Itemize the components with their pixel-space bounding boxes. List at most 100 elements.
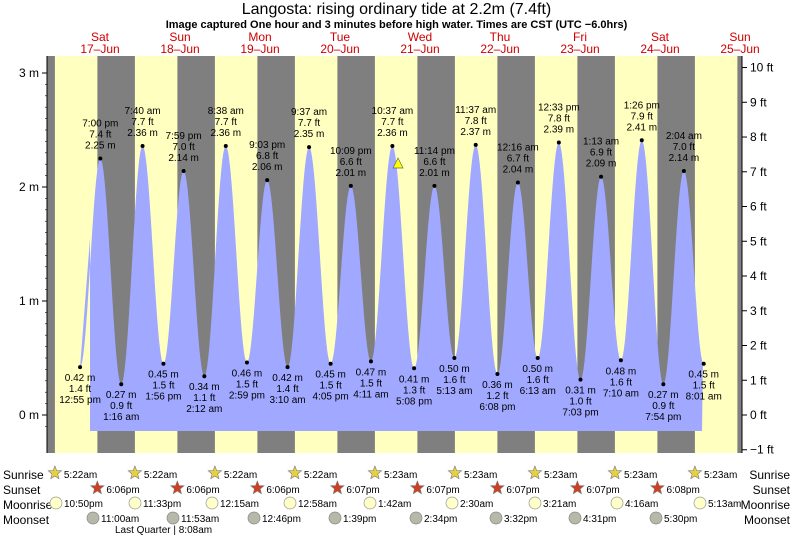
moonrise-icon	[445, 496, 459, 510]
tide-time-label: 9:37 am	[291, 107, 327, 118]
tide-point-high	[473, 142, 478, 147]
sunrise-icon	[607, 465, 623, 480]
right-tick-label: 8 ft	[750, 130, 767, 144]
tide-m-label: 0.42 m	[65, 373, 96, 384]
sunrise-time: 5:23am	[704, 470, 737, 481]
sunset-time: 6:06pm	[186, 485, 219, 496]
right-tick-label: 0 ft	[750, 408, 767, 422]
moonrise-time: 10:50pm	[64, 499, 103, 510]
tide-point-high	[223, 143, 228, 148]
moonset-time: 4:31pm	[583, 514, 616, 525]
tide-point-high	[599, 174, 604, 179]
tide-ft-label: 1.6 ft	[527, 375, 549, 386]
sunset-time: 6:08pm	[666, 485, 699, 496]
tide-time-label: 8:01 am	[686, 392, 722, 403]
left-tick-label: 3 m	[19, 66, 39, 80]
tide-time-label: 3:10 am	[269, 395, 305, 406]
tide-time-label: 7:59 pm	[166, 131, 202, 142]
right-tick-label: 7 ft	[750, 165, 767, 179]
date-label: 18–Jun	[160, 42, 199, 56]
moonrise-icon	[363, 496, 377, 510]
moonset-icon	[568, 511, 582, 525]
tide-point-high	[140, 143, 145, 148]
moonset-row-label-right: Moonset	[744, 513, 791, 527]
sunset-row-label-left: Sunset	[3, 483, 41, 497]
tide-ft-label: 1.6 ft	[610, 377, 632, 388]
sunrise-icon	[47, 465, 63, 480]
tide-m-label: 2.36 m	[210, 128, 241, 139]
tide-point-low	[661, 382, 666, 387]
chart-subtitle: Image captured One hour and 3 minutes be…	[165, 19, 628, 31]
tide-ft-label: 1.5 ft	[360, 378, 382, 389]
moonset-time: 1:39pm	[343, 514, 376, 525]
tide-point-low	[701, 361, 706, 366]
tide-m-label: 0.36 m	[482, 380, 513, 391]
tide-point-high	[348, 183, 353, 188]
tide-time-label: 2:12 am	[186, 404, 222, 415]
sunrise-row-label-right: Sunrise	[749, 468, 790, 482]
tide-ft-label: 6.6 ft	[423, 157, 445, 168]
current-time-marker	[392, 157, 404, 169]
tide-ft-label: 0.9 ft	[110, 401, 132, 412]
tide-time-label: 4:11 am	[353, 389, 388, 400]
date-label: 24–Jun	[640, 42, 679, 56]
moonset-time: 12:46pm	[262, 514, 301, 525]
tide-m-label: 2.09 m	[586, 159, 617, 170]
tide-ft-label: 0.9 ft	[652, 401, 674, 412]
tide-m-label: 2.25 m	[85, 141, 116, 152]
tide-time-label: 1:16 am	[103, 412, 139, 423]
tide-ft-label: 7.7 ft	[131, 117, 153, 128]
right-tick-label: 1 ft	[750, 373, 767, 387]
tide-ft-label: 1.5 ft	[236, 380, 258, 391]
moonset-icon	[247, 511, 261, 525]
day-of-week-label: Wed	[408, 30, 432, 44]
sunset-time: 6:07pm	[506, 485, 539, 496]
tide-time-label: 11:37 am	[455, 105, 496, 116]
moonrise-icon	[693, 496, 707, 510]
moonrise-icon	[128, 496, 142, 510]
tide-ft-label: 1.5 ft	[693, 381, 715, 392]
left-tick-label: 2 m	[19, 180, 39, 194]
tide-m-label: 0.45 m	[148, 370, 179, 381]
tide-point-high	[432, 183, 437, 188]
tide-time-label: 7:40 am	[124, 106, 160, 117]
sunrise-time: 5:23am	[384, 470, 417, 481]
tide-time-label: 10:37 am	[372, 106, 414, 117]
tide-point-low	[368, 359, 373, 364]
tide-m-label: 0.46 m	[232, 369, 263, 380]
sunrise-time: 5:22am	[304, 470, 337, 481]
tide-point-high	[556, 140, 561, 145]
tide-ft-label: 7.7 ft	[381, 117, 403, 128]
tide-time-label: 1:13 am	[583, 137, 619, 148]
moonrise-icon	[528, 496, 542, 510]
moonrise-time: 11:33pm	[143, 499, 181, 510]
tide-m-label: 2.35 m	[294, 129, 325, 140]
tide-ft-label: 6.9 ft	[590, 148, 612, 159]
tide-point-high	[390, 143, 395, 148]
moonset-icon	[166, 511, 180, 525]
tide-point-high	[307, 145, 312, 150]
tide-ft-label: 7.8 ft	[548, 114, 570, 125]
moonrise-row-label-right: Moonrise	[741, 498, 791, 512]
moonrise-time: 12:15am	[220, 499, 259, 510]
date-label: 23–Jun	[560, 42, 599, 56]
tide-time-label: 1:26 pm	[624, 100, 660, 111]
moonrise-time: 12:58am	[298, 499, 337, 510]
tide-ft-label: 1.2 ft	[486, 391, 508, 402]
tide-m-label: 0.50 m	[439, 364, 470, 375]
tide-point-low	[412, 366, 417, 371]
tide-time-label: 12:16 am	[497, 142, 539, 153]
tide-ft-label: 1.4 ft	[276, 384, 298, 395]
tide-ft-label: 1.0 ft	[569, 397, 591, 408]
moonrise-time: 4:16am	[625, 499, 658, 510]
sunrise-icon	[127, 465, 143, 480]
right-tick-label: 2 ft	[750, 339, 767, 353]
tide-ft-label: 7.4 ft	[89, 130, 111, 141]
tide-m-label: 0.31 m	[565, 386, 596, 397]
tide-m-label: 2.36 m	[127, 128, 158, 139]
tide-ft-label: 1.1 ft	[193, 393, 215, 404]
sunset-icon	[649, 480, 665, 495]
tide-point-high	[515, 180, 520, 185]
moonrise-icon	[49, 496, 63, 510]
tide-time-label: 8:38 am	[208, 106, 244, 117]
